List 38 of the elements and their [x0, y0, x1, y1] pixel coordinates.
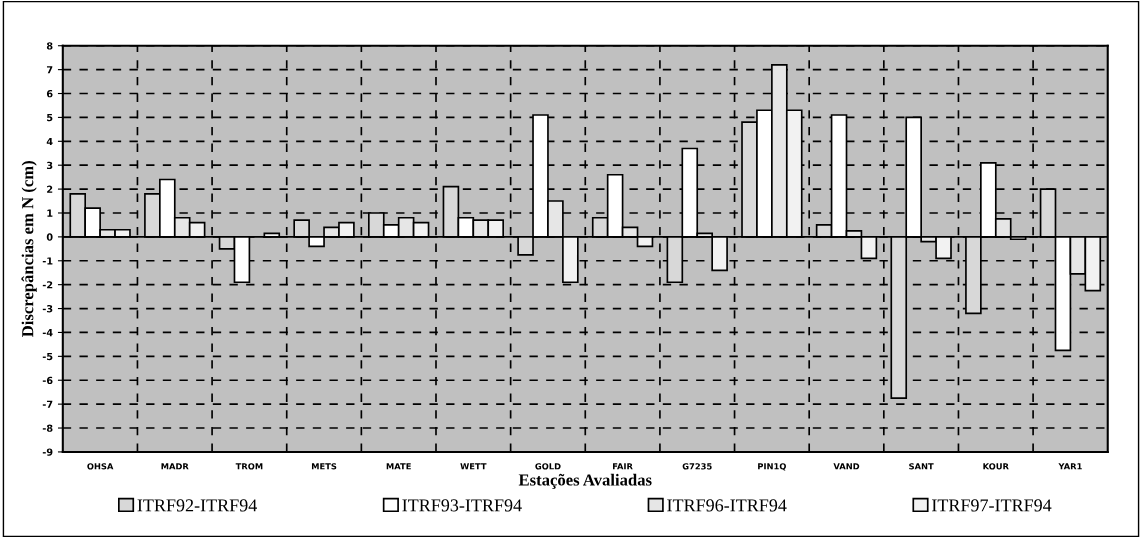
y-tick-label: -3: [42, 305, 53, 313]
y-tick-label: -5: [42, 352, 53, 361]
y-tick-label: -6: [42, 376, 53, 385]
y-tick-label: 0: [46, 233, 53, 241]
y-tick-label: 5: [47, 114, 53, 122]
legend-label: ITRF93-ITRF94: [402, 499, 522, 512]
y-tick-label: -2: [42, 281, 53, 289]
y-tick-label: 7: [46, 66, 53, 74]
x-tick-label: GOLD: [535, 463, 561, 470]
x-tick-label: METS: [311, 463, 337, 470]
y-tick-label: 6: [46, 90, 53, 98]
y-tick-label: 2: [47, 185, 53, 193]
x-tick-label: MADR: [161, 463, 189, 470]
x-tick-label: MATE: [386, 463, 411, 470]
x-tick-label: VAND: [833, 463, 860, 470]
y-axis-title: Discrepâncias em N (cm): [21, 161, 37, 338]
y-tick-label: 1: [47, 209, 53, 217]
y-tick-label: 8: [46, 42, 53, 50]
y-tick-label: -8: [42, 424, 53, 432]
legend-label: ITRF92-ITRF94: [137, 499, 257, 512]
y-tick-label: -1: [42, 257, 53, 265]
x-tick-label: SANT: [909, 463, 934, 470]
x-tick-label: G7235: [682, 463, 712, 470]
x-tick-label: KOUR: [983, 463, 1009, 470]
x-tick-label: WETT: [460, 463, 487, 470]
x-tick-label: FAIR: [613, 463, 633, 470]
x-tick-label: YAR1: [1058, 463, 1082, 470]
y-tick-label: -9: [42, 448, 53, 456]
y-tick-label: 3: [46, 161, 53, 170]
x-tick-label: TROM: [235, 463, 263, 470]
y-tick-label: -7: [42, 400, 53, 408]
y-tick-label: 4: [46, 137, 53, 145]
y-tick-label: -4: [42, 329, 53, 337]
legend-label: ITRF96-ITRF94: [667, 499, 787, 512]
legend-label: ITRF97-ITRF94: [931, 499, 1052, 512]
x-tick-label: PIN1Q: [758, 463, 786, 471]
x-tick-label: OHSA: [87, 463, 114, 470]
x-axis-title: Estações Avaliadas: [518, 473, 652, 489]
